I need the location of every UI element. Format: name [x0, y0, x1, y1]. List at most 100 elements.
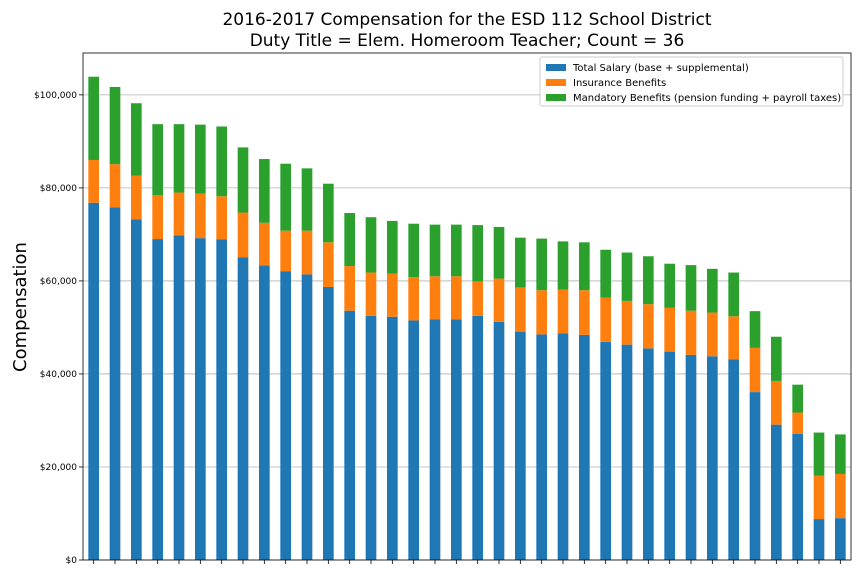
- bar-segment-series-2: [451, 276, 462, 320]
- y-axis-label: Compensation: [10, 242, 31, 372]
- bar-segment-series-1: [792, 433, 803, 560]
- bar-segment-series-3: [600, 249, 611, 298]
- bar-segment-series-3: [237, 147, 249, 213]
- bar-segment-series-3: [749, 311, 761, 348]
- legend-swatch: [546, 64, 566, 71]
- bar-segment-series-3: [280, 163, 291, 231]
- bar-segment-series-3: [621, 252, 633, 301]
- bar-segment-series-2: [195, 193, 206, 239]
- bar-segment-series-1: [173, 235, 185, 561]
- bar-segment-series-1: [109, 207, 121, 560]
- bar-segment-series-2: [685, 310, 697, 355]
- bar-segment-series-3: [109, 86, 121, 165]
- bar-segment-series-3: [323, 183, 334, 243]
- bars: [88, 76, 846, 561]
- bar-segment-series-1: [323, 286, 334, 560]
- bar-segment-series-3: [216, 126, 227, 197]
- axes: $0 $20,000 $40,000 $60,000 $80,000 $100,000: [34, 52, 852, 566]
- bar-segment-series-1: [472, 315, 483, 560]
- bar-segment-series-1: [557, 333, 569, 560]
- bar-segment-series-1: [707, 356, 718, 560]
- bar-segment-series-3: [301, 168, 313, 231]
- bar-segment-series-3: [88, 76, 99, 160]
- bar-segment-series-1: [813, 519, 825, 560]
- bar-segment-series-1: [451, 319, 462, 560]
- bar-segment-series-1: [280, 271, 291, 560]
- bar-segment-series-1: [259, 265, 270, 560]
- bar-segment-series-3: [472, 225, 483, 282]
- bar-segment-series-3: [664, 263, 675, 308]
- bar-segment-series-3: [387, 220, 398, 274]
- bar-segment-series-2: [749, 347, 761, 393]
- bar-segment-series-2: [579, 290, 590, 335]
- bar-segment-series-1: [365, 315, 377, 560]
- bar-segment-series-3: [771, 336, 782, 381]
- bar-segment-series-3: [685, 265, 697, 311]
- bar-segment-series-1: [493, 321, 505, 560]
- bar-segment-series-1: [835, 518, 846, 560]
- bar-segment-series-2: [344, 266, 355, 311]
- y-tick-label: $0: [66, 556, 78, 566]
- bar-segment-series-2: [216, 196, 227, 240]
- legend-swatch: [546, 79, 566, 86]
- bar-segment-series-2: [323, 242, 334, 287]
- bar-segment-series-3: [707, 268, 718, 313]
- bar-segment-series-1: [749, 392, 761, 560]
- bar-segment-series-3: [835, 434, 846, 474]
- bar-segment-series-2: [408, 277, 419, 321]
- bar-segment-series-2: [88, 159, 99, 203]
- bar-segment-series-2: [173, 192, 185, 236]
- y-tick-label: $100,000: [34, 91, 77, 101]
- bar-segment-series-3: [557, 241, 569, 290]
- bar-segment-series-1: [131, 219, 142, 560]
- bar-segment-series-2: [792, 412, 803, 434]
- bar-segment-series-1: [237, 257, 249, 560]
- legend-entry: Insurance Benefits: [573, 78, 666, 89]
- bar-segment-series-3: [408, 223, 419, 278]
- bar-segment-series-2: [643, 304, 654, 349]
- bar-segment-series-3: [792, 384, 803, 413]
- bar-segment-series-1: [195, 238, 206, 561]
- bar-segment-series-1: [344, 310, 355, 560]
- bar-segment-series-1: [408, 320, 419, 560]
- bar-segment-series-2: [557, 289, 569, 334]
- y-tick-label: $80,000: [40, 184, 77, 194]
- bar-segment-series-1: [515, 331, 526, 560]
- bar-segment-series-2: [131, 175, 142, 220]
- y-tick-label: $20,000: [40, 463, 77, 473]
- bar-segment-series-2: [728, 316, 739, 360]
- bar-segment-series-3: [813, 432, 825, 476]
- bar-segment-series-2: [515, 287, 526, 332]
- bar-segment-series-1: [216, 239, 227, 560]
- bar-segment-series-3: [643, 256, 654, 305]
- bar-segment-series-3: [515, 237, 526, 288]
- legend-entry: Total Salary (base + supplemental): [572, 63, 749, 74]
- bar-segment-series-2: [259, 222, 270, 266]
- bar-segment-series-2: [771, 380, 782, 425]
- bar-segment-series-3: [429, 224, 441, 277]
- bar-segment-series-1: [643, 348, 654, 560]
- bar-segment-series-1: [429, 319, 441, 560]
- bar-segment-series-2: [429, 276, 441, 320]
- plot-frame: [82, 52, 852, 561]
- bar-segment-series-2: [237, 212, 249, 258]
- bar-segment-series-2: [536, 290, 547, 335]
- bar-segment-series-3: [728, 272, 739, 317]
- bar-segment-series-3: [493, 226, 505, 279]
- legend-entry: Mandatory Benefits (pension funding + pa…: [573, 93, 841, 104]
- bar-segment-series-3: [579, 242, 590, 291]
- bar-segment-series-1: [301, 274, 313, 560]
- bar-segment-series-1: [728, 359, 739, 560]
- bar-segment-series-1: [621, 344, 633, 560]
- bar-segment-series-1: [579, 334, 590, 560]
- y-tick-label: $40,000: [40, 370, 77, 380]
- bar-segment-series-3: [536, 238, 547, 291]
- chart-title: 2016-2017 Compensation for the ESD 112 S…: [222, 10, 711, 30]
- bar-segment-series-2: [365, 272, 377, 316]
- bar-segment-series-1: [771, 424, 782, 560]
- bar-segment-series-2: [152, 195, 163, 240]
- bar-segment-series-2: [600, 297, 611, 342]
- bar-segment-series-3: [365, 217, 377, 273]
- bar-segment-series-2: [707, 312, 718, 357]
